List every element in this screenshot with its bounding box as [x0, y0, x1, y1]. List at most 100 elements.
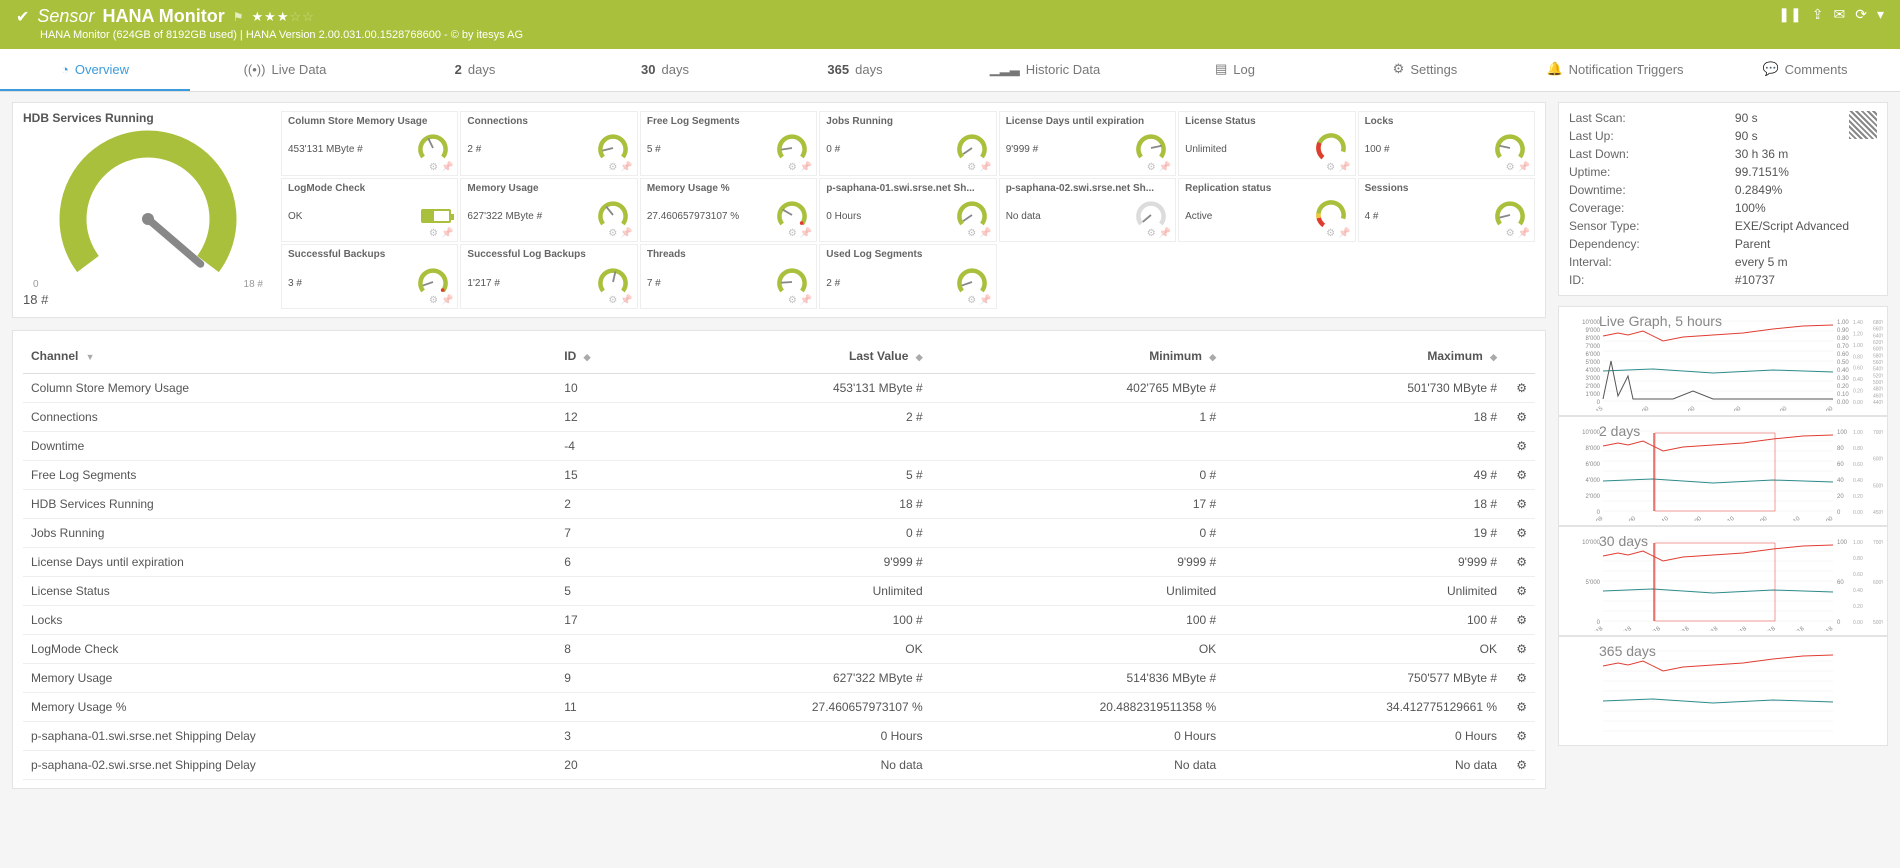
table-row[interactable]: p-saphana-01.swi.srse.net Shipping Delay… [23, 722, 1535, 751]
pin-icon[interactable]: 📌 [1518, 162, 1530, 173]
refresh-icon[interactable]: ⟳ [1855, 6, 1867, 23]
pin-icon[interactable]: 📌 [800, 162, 812, 173]
table-row[interactable]: Jobs Running70 #0 #19 #⚙ [23, 519, 1535, 548]
tab-comments[interactable]: 💬Comments [1710, 49, 1900, 91]
gauge-cell[interactable]: Connections2 #⚙📌 [460, 111, 637, 176]
gauge-cell[interactable]: License Days until expiration9'999 #⚙📌 [999, 111, 1176, 176]
gauge-cell[interactable]: Memory Usage %27.460657973107 %⚙📌 [640, 178, 817, 243]
side-chart[interactable]: 30 days10'0005'000010060004.09.201810.09… [1558, 526, 1888, 636]
gauge-cell[interactable]: p-saphana-01.swi.srse.net Sh...0 Hours⚙📌 [819, 178, 996, 243]
pin-icon[interactable]: 📌 [441, 228, 453, 239]
pin-icon[interactable]: 📌 [800, 295, 812, 306]
row-settings-icon[interactable]: ⚙ [1505, 490, 1535, 519]
tab-historic-data[interactable]: ▁▂▃Historic Data [950, 49, 1140, 91]
side-chart[interactable]: Live Graph, 5 hours10'0009'0008'0007'000… [1558, 306, 1888, 416]
table-row[interactable]: Connections122 #1 #18 #⚙ [23, 403, 1535, 432]
gauge-cell[interactable]: Free Log Segments5 #⚙📌 [640, 111, 817, 176]
chevron-down-icon[interactable]: ▾ [1877, 6, 1884, 23]
table-row[interactable]: p-saphana-02.swi.srse.net Shipping Delay… [23, 751, 1535, 780]
table-row[interactable]: License Status5UnlimitedUnlimitedUnlimit… [23, 577, 1535, 606]
mail-icon[interactable]: ✉ [1834, 6, 1846, 23]
col-header[interactable]: ID ◆ [556, 339, 650, 374]
row-settings-icon[interactable]: ⚙ [1505, 461, 1535, 490]
pin-icon[interactable]: 📌 [620, 162, 632, 173]
pin-icon[interactable]: 📌 [1338, 162, 1350, 173]
gauge-cell[interactable]: Threads7 #⚙📌 [640, 244, 817, 309]
tab-days[interactable]: 2 days [380, 49, 570, 91]
pause-icon[interactable]: ❚❚ [1778, 6, 1801, 23]
gauge-cell[interactable]: Replication statusActive⚙📌 [1178, 178, 1355, 243]
row-settings-icon[interactable]: ⚙ [1505, 606, 1535, 635]
settings-icon[interactable]: ⚙ [429, 295, 438, 306]
row-settings-icon[interactable]: ⚙ [1505, 519, 1535, 548]
pin-icon[interactable]: 📌 [1159, 162, 1171, 173]
row-settings-icon[interactable]: ⚙ [1505, 403, 1535, 432]
settings-icon[interactable]: ⚙ [608, 295, 617, 306]
pin-icon[interactable]: 📌 [979, 228, 991, 239]
settings-icon[interactable]: ⚙ [1506, 228, 1515, 239]
rating-stars[interactable]: ★★★☆☆ [252, 9, 315, 25]
table-row[interactable]: Memory Usage9627'322 MByte #514'836 MByt… [23, 664, 1535, 693]
row-settings-icon[interactable]: ⚙ [1505, 693, 1535, 722]
settings-icon[interactable]: ⚙ [429, 228, 438, 239]
side-chart[interactable]: 2 days10'0008'0006'0004'0002'00001008060… [1558, 416, 1888, 526]
pin-icon[interactable]: 📌 [979, 295, 991, 306]
pin-icon[interactable]: 📌 [979, 162, 991, 173]
gauge-cell[interactable]: Used Log Segments2 #⚙📌 [819, 244, 996, 309]
tab-notification-triggers[interactable]: 🔔Notification Triggers [1520, 49, 1710, 91]
settings-icon[interactable]: ⚙ [967, 162, 976, 173]
gauge-cell[interactable]: Column Store Memory Usage453'131 MByte #… [281, 111, 458, 176]
settings-icon[interactable]: ⚙ [608, 228, 617, 239]
col-header[interactable]: Last Value ◆ [650, 339, 931, 374]
export-icon[interactable]: ⇪ [1812, 6, 1824, 23]
settings-icon[interactable]: ⚙ [788, 228, 797, 239]
table-row[interactable]: Column Store Memory Usage10453'131 MByte… [23, 374, 1535, 403]
gauge-cell[interactable]: Sessions4 #⚙📌 [1358, 178, 1535, 243]
settings-icon[interactable]: ⚙ [967, 295, 976, 306]
settings-icon[interactable]: ⚙ [1326, 228, 1335, 239]
pin-icon[interactable]: 📌 [441, 162, 453, 173]
qr-code-icon[interactable] [1849, 111, 1877, 139]
gauge-cell[interactable]: Successful Log Backups1'217 #⚙📌 [460, 244, 637, 309]
table-row[interactable]: HDB Services Running218 #17 #18 #⚙ [23, 490, 1535, 519]
gauge-cell[interactable]: p-saphana-02.swi.srse.net Sh...No data⚙📌 [999, 178, 1176, 243]
settings-icon[interactable]: ⚙ [967, 228, 976, 239]
pin-icon[interactable]: 📌 [800, 228, 812, 239]
gauge-cell[interactable]: Jobs Running0 #⚙📌 [819, 111, 996, 176]
tab-log[interactable]: ▤Log [1140, 49, 1330, 91]
table-row[interactable]: Locks17100 #100 #100 #⚙ [23, 606, 1535, 635]
pin-icon[interactable]: 📌 [620, 295, 632, 306]
pin-icon[interactable]: 📌 [1518, 228, 1530, 239]
col-header[interactable]: Maximum ◆ [1224, 339, 1505, 374]
row-settings-icon[interactable]: ⚙ [1505, 722, 1535, 751]
row-settings-icon[interactable]: ⚙ [1505, 751, 1535, 780]
row-settings-icon[interactable]: ⚙ [1505, 635, 1535, 664]
tab-settings[interactable]: ⚙Settings [1330, 49, 1520, 91]
pin-icon[interactable]: 📌 [620, 228, 632, 239]
row-settings-icon[interactable]: ⚙ [1505, 548, 1535, 577]
row-settings-icon[interactable]: ⚙ [1505, 577, 1535, 606]
side-chart[interactable]: 365 days [1558, 636, 1888, 746]
row-settings-icon[interactable]: ⚙ [1505, 432, 1535, 461]
settings-icon[interactable]: ⚙ [788, 162, 797, 173]
col-header[interactable]: Channel ▼ [23, 339, 556, 374]
settings-icon[interactable]: ⚙ [429, 162, 438, 173]
table-row[interactable]: License Days until expiration69'999 #9'9… [23, 548, 1535, 577]
pin-icon[interactable]: 📌 [1338, 228, 1350, 239]
settings-icon[interactable]: ⚙ [788, 295, 797, 306]
col-header[interactable]: Minimum ◆ [931, 339, 1225, 374]
tab-overview[interactable]: ◔Overview [0, 49, 190, 91]
table-row[interactable]: Free Log Segments155 #0 #49 #⚙ [23, 461, 1535, 490]
pin-icon[interactable]: 📌 [441, 295, 453, 306]
settings-icon[interactable]: ⚙ [1506, 162, 1515, 173]
settings-icon[interactable]: ⚙ [1326, 162, 1335, 173]
table-row[interactable]: Memory Usage %1127.460657973107 %20.4882… [23, 693, 1535, 722]
gauge-cell[interactable]: Locks100 #⚙📌 [1358, 111, 1535, 176]
pin-icon[interactable]: 📌 [1159, 228, 1171, 239]
flag-icon[interactable]: ⚑ [233, 10, 244, 24]
tab-days[interactable]: 365 days [760, 49, 950, 91]
table-row[interactable]: Downtime-4⚙ [23, 432, 1535, 461]
tab-days[interactable]: 30 days [570, 49, 760, 91]
row-settings-icon[interactable]: ⚙ [1505, 664, 1535, 693]
gauge-cell[interactable]: Memory Usage627'322 MByte #⚙📌 [460, 178, 637, 243]
